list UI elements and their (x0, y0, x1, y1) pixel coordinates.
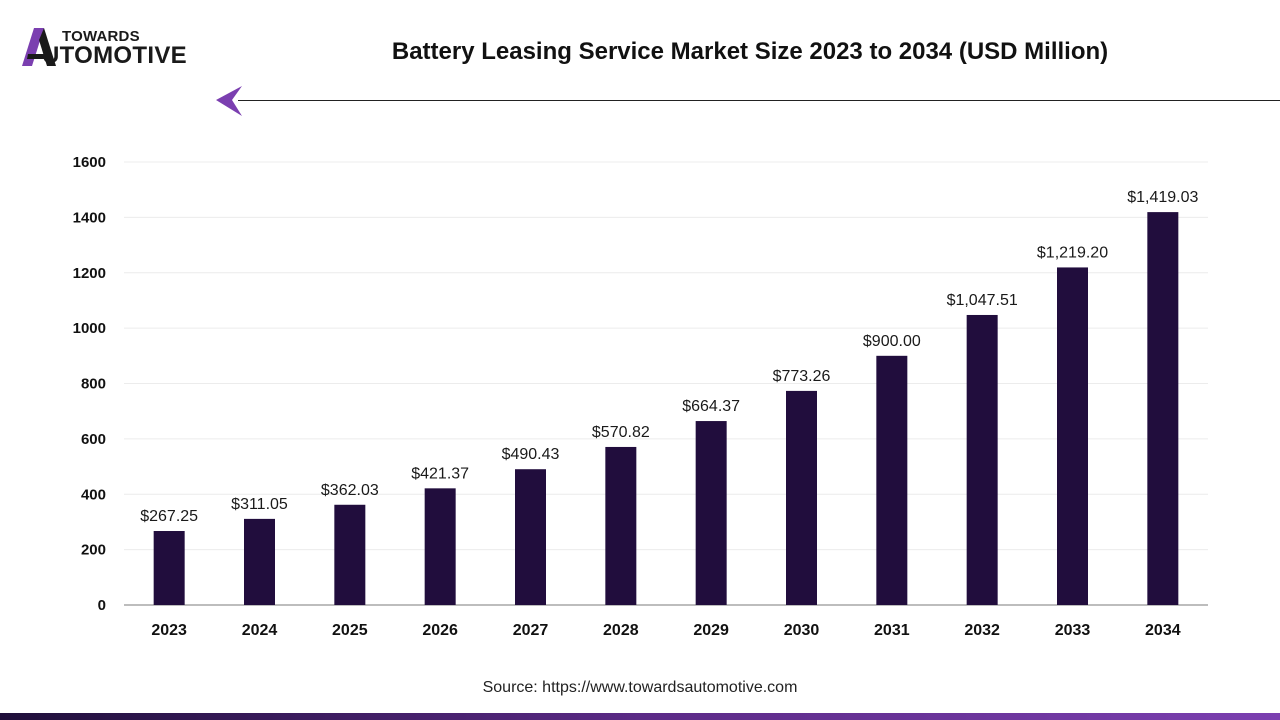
data-label: $362.03 (321, 482, 379, 499)
y-tick-label: 600 (81, 431, 106, 448)
logo-text-main: UTOMOTIVE (42, 42, 187, 69)
bar (153, 531, 185, 605)
x-tick-label: 2034 (1145, 622, 1181, 639)
data-label: $1,219.20 (1037, 244, 1108, 261)
bar (1147, 212, 1179, 605)
data-label: $1,047.51 (947, 292, 1018, 309)
bar (424, 488, 456, 605)
arrow-left-icon (216, 86, 242, 116)
x-tick-label: 2031 (874, 622, 910, 639)
bottom-accent-bar (0, 713, 1280, 720)
chart-title: Battery Leasing Service Market Size 2023… (391, 38, 1109, 65)
x-tick-label: 2028 (603, 622, 639, 639)
y-tick-label: 1000 (73, 320, 106, 337)
x-tick-label: 2027 (513, 622, 549, 639)
brand-logo: TOWARDS UTOMOTIVE (20, 26, 240, 70)
bar (605, 446, 637, 605)
x-tick-label: 2026 (422, 622, 458, 639)
y-tick-label: 1600 (73, 154, 106, 171)
y-tick-label: 800 (81, 376, 106, 393)
source-caption: Source: https://www.towardsautomotive.co… (482, 679, 798, 696)
data-label: $900.00 (863, 333, 921, 350)
bar (244, 518, 275, 605)
x-tick-label: 2030 (784, 622, 820, 639)
logo-a-icon (22, 28, 56, 66)
data-label: $773.26 (773, 368, 831, 385)
y-tick-label: 1400 (73, 209, 106, 226)
x-tick-label: 2025 (332, 622, 368, 639)
y-tick-label: 200 (81, 542, 106, 559)
x-tick-label: 2029 (693, 622, 729, 639)
y-tick-label: 400 (81, 486, 106, 503)
bar-chart: 0 200 400 600 800 1000 1200 1400 1600 $267.25 2023… (73, 154, 1208, 639)
data-label: $490.43 (502, 446, 560, 463)
x-tick-label: 2033 (1055, 622, 1091, 639)
bar (695, 421, 727, 605)
bar (1057, 267, 1088, 605)
logo-text-top: TOWARDS (62, 28, 140, 45)
header-divider (238, 100, 1280, 101)
bar (334, 504, 366, 605)
data-label: $664.37 (682, 398, 740, 415)
data-label: $421.37 (411, 465, 469, 482)
data-label: $1,419.03 (1127, 189, 1198, 206)
y-tick-label: 0 (98, 597, 106, 614)
data-label: $311.05 (231, 496, 288, 513)
bar (515, 469, 546, 605)
bar (786, 390, 817, 605)
data-label: $570.82 (592, 424, 650, 441)
x-tick-label: 2032 (964, 622, 1000, 639)
x-tick-label: 2023 (151, 622, 187, 639)
data-label: $267.25 (140, 508, 198, 525)
y-tick-label: 1200 (73, 265, 106, 282)
x-tick-label: 2024 (242, 622, 278, 639)
bar (966, 314, 998, 605)
bar (876, 355, 908, 605)
